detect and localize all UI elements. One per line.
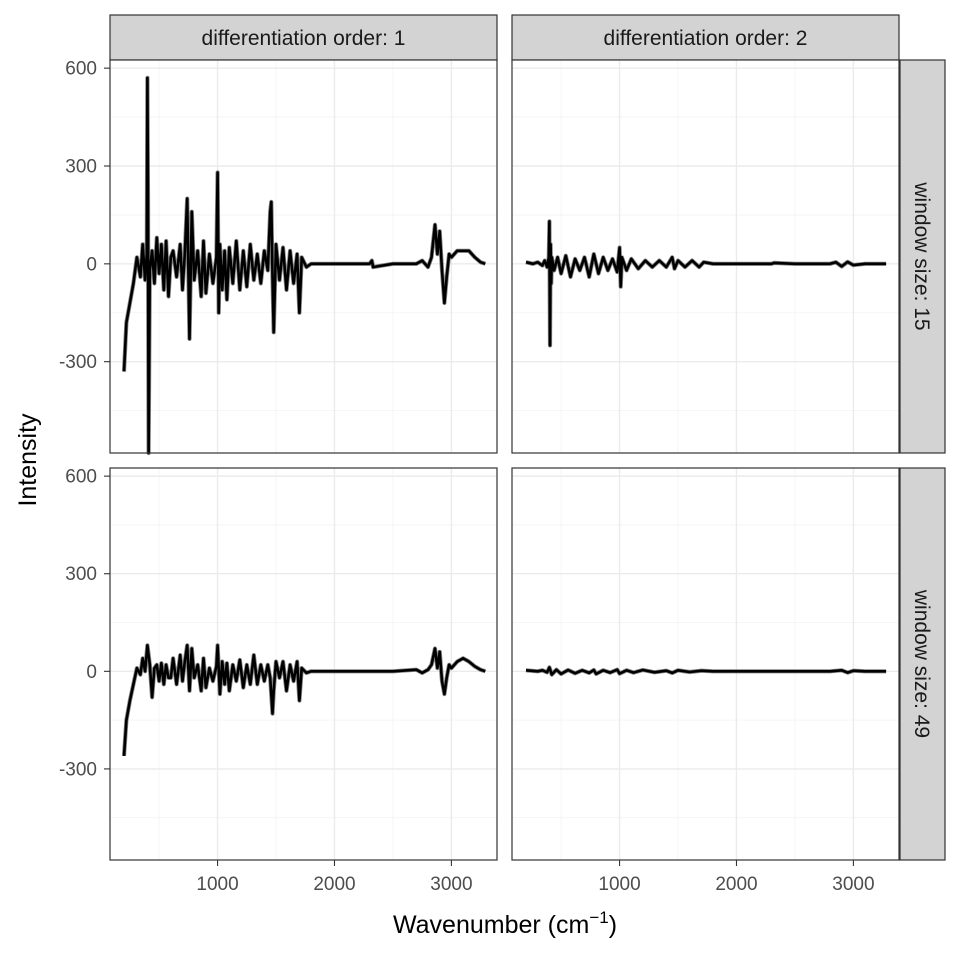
- panel-background: [512, 60, 899, 453]
- column-strip-1: differentiation order: 1: [109, 14, 498, 61]
- panel-border: [109, 467, 498, 861]
- y-tick-label: 600: [65, 467, 97, 488]
- panel-border: [511, 467, 900, 861]
- spectrum-line: [525, 666, 887, 676]
- panel-border: [109, 59, 498, 454]
- y-axis-top-row: -300 0 300 600: [59, 59, 110, 373]
- column-strip-2-label: differentiation order: 2: [604, 27, 808, 50]
- spectrum-line: [525, 220, 887, 347]
- panel-order1-window15: [109, 59, 498, 456]
- panel-order2-window15: [511, 59, 900, 454]
- y-tick-label: 600: [65, 59, 97, 80]
- row-strip-2-label: window size: 49: [910, 589, 933, 738]
- row-strip-1-label: window size: 15: [910, 181, 933, 330]
- spectrum-line: [122, 643, 486, 756]
- x-tick-label: 2000: [313, 874, 355, 895]
- y-tick-label: 300: [65, 564, 97, 585]
- y-axis-bottom-row: -300 0 300 600: [59, 467, 110, 780]
- panel-order2-window49: [511, 467, 900, 861]
- panel-order1-window49: [109, 467, 498, 861]
- x-tick-label: 1000: [598, 874, 640, 895]
- column-strip-1-label: differentiation order: 1: [202, 27, 406, 50]
- y-tick-label: 0: [86, 254, 97, 275]
- y-tick-label: 300: [65, 156, 97, 177]
- y-tick-label: -300: [59, 759, 97, 780]
- y-tick-label: 0: [86, 662, 97, 683]
- row-strip-2: window size: 49: [899, 467, 946, 861]
- x-tick-label: 3000: [430, 874, 472, 895]
- x-axis-right-column: 1000 2000 3000: [598, 860, 875, 895]
- x-axis-left-column: 1000 2000 3000: [196, 860, 473, 895]
- x-axis-title-main: Wavenumber (cm: [393, 911, 589, 939]
- row-strip-1: window size: 15: [899, 59, 946, 454]
- x-axis-title: Wavenumber (cm−1): [393, 908, 617, 939]
- x-tick-label: 1000: [196, 874, 238, 895]
- x-axis-title-close: ): [609, 911, 617, 939]
- spectrum-line: [122, 76, 486, 455]
- column-strip-2: differentiation order: 2: [511, 14, 900, 61]
- x-tick-label: 3000: [832, 874, 874, 895]
- panel-border: [511, 59, 900, 454]
- x-axis-title-superscript: −1: [589, 908, 608, 927]
- x-tick-label: 2000: [715, 874, 757, 895]
- y-axis-title: Intensity: [14, 413, 42, 507]
- panel-background: [512, 468, 899, 860]
- y-tick-label: -300: [59, 352, 97, 373]
